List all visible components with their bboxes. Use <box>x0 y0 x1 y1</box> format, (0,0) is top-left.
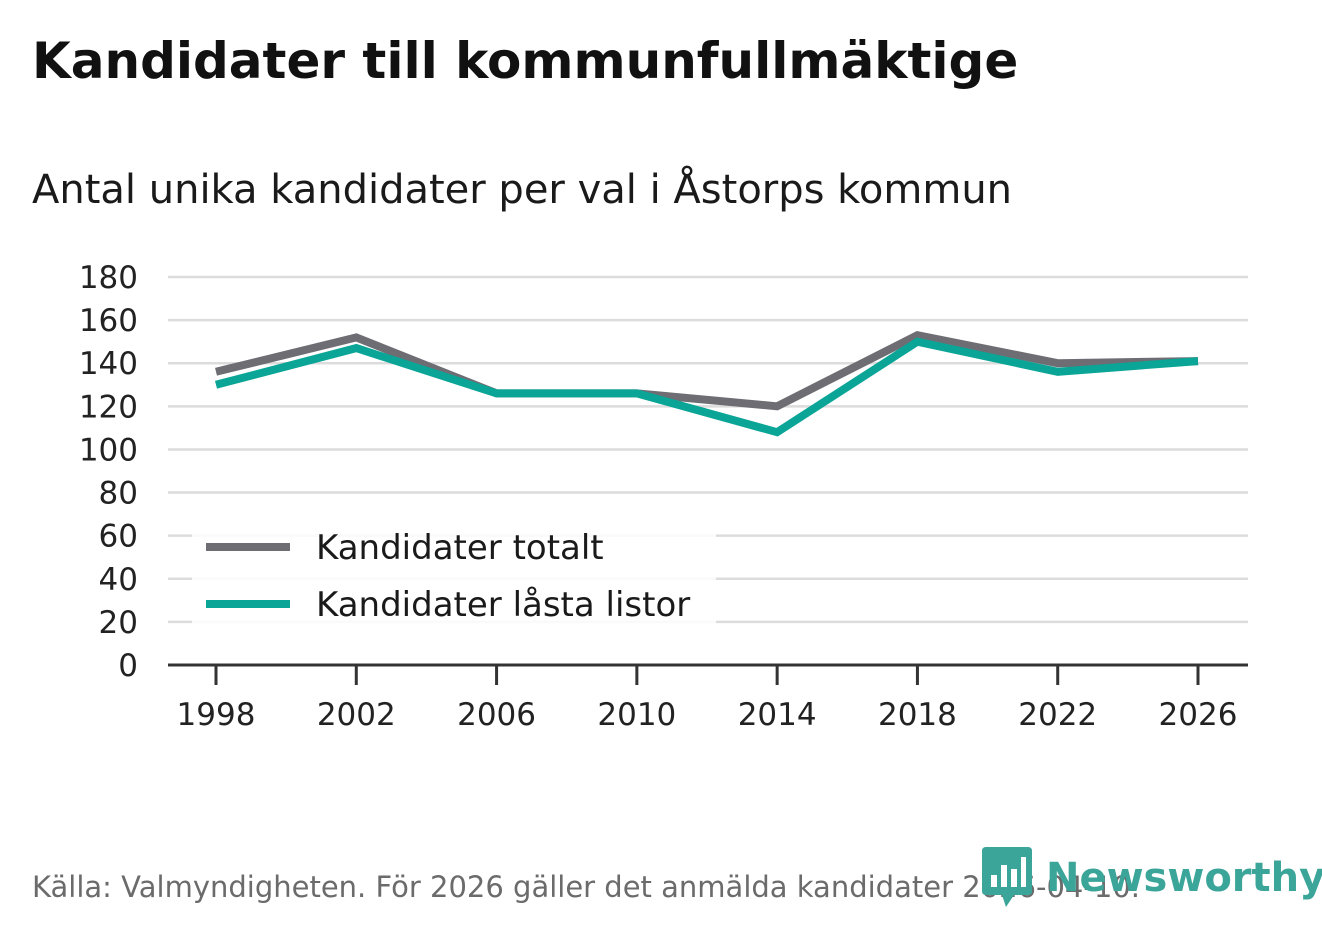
y-tick-label-120: 120 <box>79 389 138 425</box>
series-line-total <box>215 331 1199 411</box>
line-chart: 0 20 40 60 80 100 120 140 160 180 Kandidater tota… <box>79 260 1248 733</box>
legend: Kandidater totalt Kandidater låsta listor <box>192 522 716 626</box>
legend-label-total: Kandidater totalt <box>316 528 604 568</box>
legend-background <box>192 522 716 626</box>
y-tick-label-60: 60 <box>99 519 138 555</box>
y-tick-label-0: 0 <box>118 648 138 684</box>
x-tick-label-2022: 2022 <box>1018 697 1097 733</box>
y-tick-label-140: 140 <box>79 346 138 382</box>
y-tick-label-180: 180 <box>79 260 138 296</box>
legend-label-locked: Kandidater låsta listor <box>316 585 690 625</box>
x-axis: 1998 2002 2006 2010 2014 2018 2022 2026 <box>168 663 1248 733</box>
series-line-locked <box>214 337 1199 437</box>
x-tick-label-2018: 2018 <box>878 697 957 733</box>
x-tick-label-2014: 2014 <box>738 697 817 733</box>
y-tick-label-40: 40 <box>99 562 138 598</box>
x-tick-label-2026: 2026 <box>1159 697 1238 733</box>
y-tick-label-160: 160 <box>79 303 138 339</box>
brand-name: Newsworthy <box>1046 855 1322 901</box>
brand-logo: Newsworthy <box>982 846 1322 910</box>
y-tick-label-80: 80 <box>99 476 138 512</box>
chart-title: Kandidater till kommunfullmäktige <box>32 32 1019 90</box>
chart-subtitle: Antal unika kandidater per val i Åstorps… <box>32 167 1013 213</box>
y-axis-ticks: 0 20 40 60 80 100 120 140 160 180 <box>79 260 138 684</box>
source-note: Källa: Valmyndigheten. För 2026 gäller d… <box>32 870 1140 904</box>
newsworthy-chart-icon <box>982 847 1032 907</box>
x-tick-label-2002: 2002 <box>317 697 396 733</box>
x-tick-label-2006: 2006 <box>457 697 536 733</box>
x-tick-label-1998: 1998 <box>177 697 256 733</box>
x-tick-label-2010: 2010 <box>597 697 676 733</box>
y-tick-label-20: 20 <box>99 605 138 641</box>
series-lines <box>214 331 1199 437</box>
y-tick-label-100: 100 <box>79 432 138 468</box>
